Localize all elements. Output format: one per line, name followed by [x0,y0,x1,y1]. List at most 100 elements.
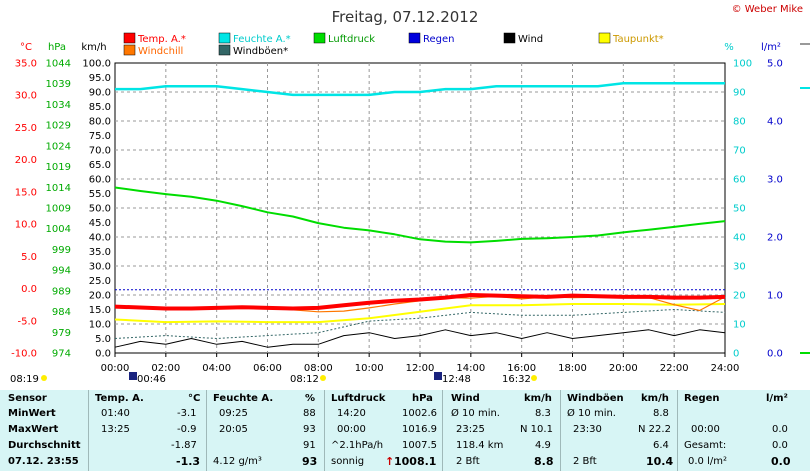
max-pressure: 1016.9 [402,424,437,435]
row-label-current: 07.12. 23:55 [8,456,79,467]
kmh-tick-label: 85.0 [89,102,111,113]
legend-swatch-rain [408,32,421,44]
current-abs-humidity: 4.12 g/m³ [213,456,262,467]
chart-title: Freitag, 07.12.2012 [332,8,479,26]
legend-label-dewpoint: Taupunkt* [612,34,664,45]
rain-tick-label: 3.0 [767,175,783,186]
legend-swatch-dewpoint [598,32,611,44]
percent-unit-label: % [724,42,734,53]
max-gust: N 22.2 [638,424,671,435]
avg-gust: 6.4 [653,440,669,451]
kmh-tick-label: 75.0 [89,131,111,142]
hpa-tick-label: 989 [52,286,71,297]
legend-label-humidity: Feuchte A.* [233,34,291,45]
row-label-max: MaxWert [8,424,59,435]
min-gust-label: Ø 10 min. [567,408,616,419]
hpa-tick-label: 999 [52,245,71,256]
kmh-tick-label: 80.0 [89,117,111,128]
current-wind-bft: 2 Bft [456,456,480,467]
percent-tick-label: 90 [733,88,746,99]
kmh-tick-label: 60.0 [89,175,111,186]
pressure-trend-arrow: ↑ [385,455,395,468]
header-gusts-unit: km/h [641,393,669,404]
celsius-tick-label: -5.0 [17,316,37,327]
legend-swatch-windchill [123,44,136,56]
min-humidity-time: 09:25 [219,408,248,419]
x-tick-label: 04:00 [202,363,231,374]
kmh-tick-label: 25.0 [89,276,111,287]
rain-tick-label: 0.0 [767,349,783,360]
header-temp-unit: °C [188,393,201,404]
kmh-tick-label: 90.0 [89,88,111,99]
avg-wind: 4.9 [535,440,551,451]
hpa-tick-label: 1009 [46,204,71,215]
current-rain: 0.0 [771,455,791,468]
x-tick-label: 20:00 [609,363,638,374]
header-pressure-unit: hPa [412,393,433,404]
current-gust-bft: 2 Bft [573,456,597,467]
legend-label-wind: Wind [518,34,543,45]
kmh-tick-label: 95.0 [89,73,111,84]
current-humidity: 93 [302,455,318,468]
legend-swatch-humidity [218,32,231,44]
legend-swatch-wind [503,32,516,44]
avg-temp: -1.87 [171,440,197,451]
rain-tick-label: 2.0 [767,233,783,244]
kmh-tick-label: 15.0 [89,305,111,316]
rain-unit-label: l/m² [761,42,781,53]
max-wind: N 10.1 [520,424,553,435]
header-rain: Regen [684,393,720,404]
row-label-avg: Durchschnitt [8,440,81,451]
kmh-tick-label: 10.0 [89,320,111,331]
celsius-tick-label: -10.0 [11,349,37,360]
x-tick-label: 06:00 [253,363,282,374]
avg-rain-label: Gesamt: [684,440,727,451]
right-edge-markers [800,43,810,354]
x-tick-label: 12:00 [406,363,435,374]
current-gust: 10.4 [646,455,674,468]
percent-tick-label: 0 [733,349,739,360]
series-line [114,329,726,348]
kmh-unit-label: km/h [81,42,106,53]
kmh-tick-label: 50.0 [89,204,111,215]
moonset-time: 00:46 [137,374,166,385]
statistics-table: Sensor Temp. A. °C Feuchte A. % Luftdruc… [0,390,810,471]
moon-icon [434,372,442,380]
max-pressure-time: 00:00 [337,424,366,435]
kmh-tick-label: 40.0 [89,233,111,244]
legend-label-temp: Temp. A.* [137,34,186,45]
sun-icon [531,375,537,381]
kmh-tick-label: 45.0 [89,218,111,229]
row-label-min: MinWert [8,408,56,419]
hpa-tick-label: 1029 [46,121,71,132]
kmh-tick-label: 100.0 [82,59,111,70]
header-temp: Temp. A. [95,393,144,404]
avg-humidity: 91 [303,440,316,451]
max-humidity: 93 [303,424,316,435]
max-gust-time: 23:30 [573,424,602,435]
x-tick-label: 24:00 [711,363,740,374]
min-humidity: 88 [303,408,316,419]
min-temp: -3.1 [177,408,197,419]
max-humidity-time: 20:05 [219,424,248,435]
legend-label-pressure: Luftdruck [328,34,375,45]
axis-labels: 00:00 02:00 04:00 06:00 08:00 10:00 12:00 14:00… [11,59,783,375]
rain-tick-label: 5.0 [767,59,783,70]
celsius-unit-label: °C [20,42,32,53]
celsius-tick-label: 25.0 [15,123,37,134]
x-tick-label: 00:00 [101,363,130,374]
percent-tick-label: 60 [733,175,746,186]
min-temp-time: 01:40 [101,408,130,419]
celsius-tick-label: 10.0 [15,220,37,231]
min-gust: 8.8 [653,408,669,419]
rain-tick-label: 1.0 [767,291,783,302]
header-rain-unit: l/m² [766,393,788,404]
x-tick-label: 02:00 [151,363,180,374]
header-sensor: Sensor [8,393,47,404]
series-line [114,303,726,324]
legend: Temp. A.* Feuchte A.* Luftdruck Regen Wi… [123,32,664,57]
event-time-1632: 16:32 [502,374,531,385]
legend-label-windchill: Windchill [138,46,183,57]
x-tick-label: 22:00 [660,363,689,374]
rain-tick-label: 4.0 [767,117,783,128]
